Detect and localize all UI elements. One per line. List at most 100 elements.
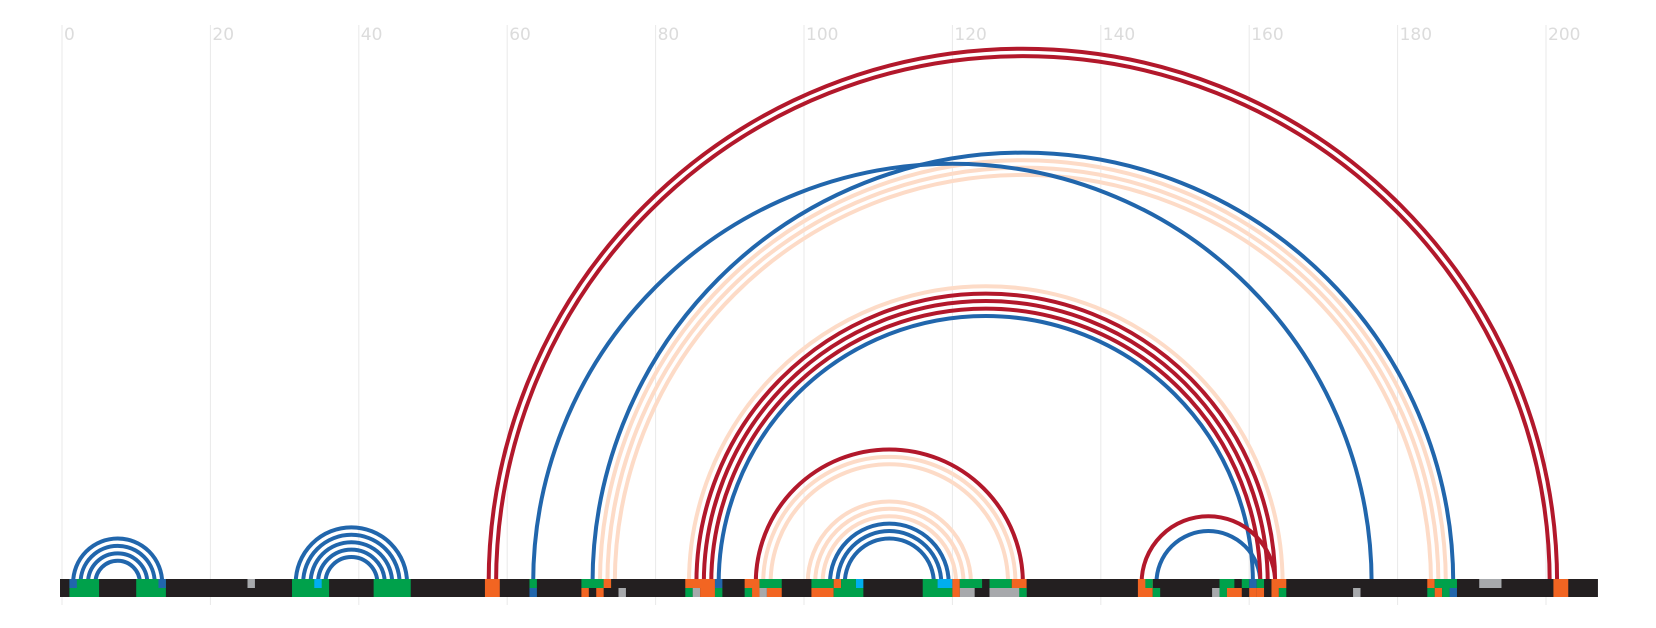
blue-arc [531,161,1374,584]
track-segment-orange [1137,588,1153,597]
track-segment-green [922,579,938,588]
track-segment-orange [1226,588,1242,597]
track-segment-green [1442,588,1450,597]
track-segment-orange [685,579,715,588]
red-arc [709,306,1263,584]
blue-arc [835,529,944,584]
red-arc [494,54,1552,584]
blue-arc [78,543,157,584]
peach-arc [805,499,973,584]
track-segment-orange [596,588,604,597]
tick-label: 40 [361,25,383,45]
tick-label: 100 [806,25,838,45]
track-segment-green [1019,588,1027,597]
track-segment-orange [1249,588,1257,597]
tick-label: 80 [658,25,680,45]
track-segment-orange [952,588,960,597]
track-segment-green [989,579,1012,588]
blue-arc [71,536,165,584]
peach-arc [612,172,1433,584]
track-segment-green [581,579,612,588]
track-segment-orange [752,588,760,597]
blue-arc [301,532,402,584]
track-segment-green [1427,588,1435,597]
track-segment-green [833,588,864,597]
track-segment-orange [581,588,589,597]
blue-arc [308,540,395,584]
blue-arc [827,521,951,584]
blue-arc [93,558,142,584]
tick-label: 60 [509,25,531,45]
track-segment-green [1434,579,1457,588]
tick-label: 0 [64,25,75,45]
track-segment-gray [1212,588,1220,597]
track-segment-orange [700,588,715,597]
track-segment-gray [1479,579,1502,588]
track-segment-orange [1427,579,1435,588]
track-segment-gray [1353,588,1361,597]
track-segment-orange [484,579,500,597]
track-segment-orange [1434,588,1443,597]
track-segment-green [685,588,693,597]
tick-label: 20 [212,25,234,45]
tick-label: 180 [1400,25,1432,45]
track-segment-orange [952,579,960,588]
track-segment-blue [1249,579,1257,588]
sequence-track [60,579,1598,597]
track-segment-orange [1011,579,1027,588]
track-segment-orange [1553,579,1569,597]
blue-arc [716,313,1255,584]
tick-label: 200 [1548,25,1580,45]
track-segment-gray [247,579,255,588]
track-segment-blue [529,588,537,597]
track-segment-orange [1271,579,1287,588]
track-segment-gray [759,588,767,597]
track-segment-green [1152,588,1161,597]
track-segment-blue [714,579,723,588]
blue-arc [85,551,150,584]
track-segment-orange [1271,588,1279,597]
track-segment-gray [959,588,975,597]
track-segment-green [1241,579,1250,588]
blue-arc [590,150,1456,584]
peach-arc [820,514,959,584]
peach-arc [686,284,1285,584]
track-segment-cyan [937,579,953,588]
track-segment-cyan [855,579,864,588]
tick-label: 140 [1103,25,1135,45]
track-segment-blue [1449,588,1457,597]
track-segment-gray [618,588,626,597]
track-segment-orange [766,588,782,597]
track-segment-orange [744,579,760,588]
track-segment-green [922,588,953,597]
track-segment-green [959,579,983,588]
peach-arc [605,165,1441,584]
track-segment-orange [833,579,842,588]
track-segment-green [1256,579,1265,588]
track-segment-green [373,579,411,597]
red-arc [701,299,1270,584]
red-arc [1139,514,1278,584]
track-segment-green [759,579,782,588]
track-segment-green [1219,588,1227,597]
peach-arc [597,158,1448,584]
blue-arc [293,525,410,584]
peach-arc [761,454,1018,584]
arcs-layer [71,46,1560,584]
red-arc [694,291,1278,584]
track-segment-orange [1256,588,1265,597]
peach-arc [768,462,1011,584]
blue-arc [323,555,380,584]
blue-arc [1154,529,1263,584]
track-segment-green [841,579,856,588]
track-segment-green [1145,579,1153,588]
track-segment-blue [69,579,77,588]
grid-layer: 0 20 40 60 80 100 120 140 160 180 200 [61,25,1580,605]
blue-arc [842,536,936,584]
track-segment-green [1278,588,1287,597]
track-segment-green [292,579,330,597]
peach-arc [813,506,966,584]
tick-label: 160 [1251,25,1283,45]
track-segment-orange [811,588,834,597]
